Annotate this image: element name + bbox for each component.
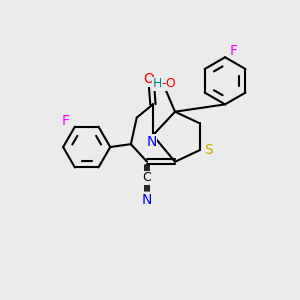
Text: -O: -O <box>162 77 176 90</box>
Text: F: F <box>62 114 70 128</box>
Text: N: N <box>142 193 152 207</box>
Text: S: S <box>205 143 213 157</box>
Text: O: O <box>144 72 154 86</box>
Text: C: C <box>143 172 152 184</box>
Text: N: N <box>146 135 157 149</box>
Text: F: F <box>230 44 238 58</box>
Text: H: H <box>153 77 162 90</box>
